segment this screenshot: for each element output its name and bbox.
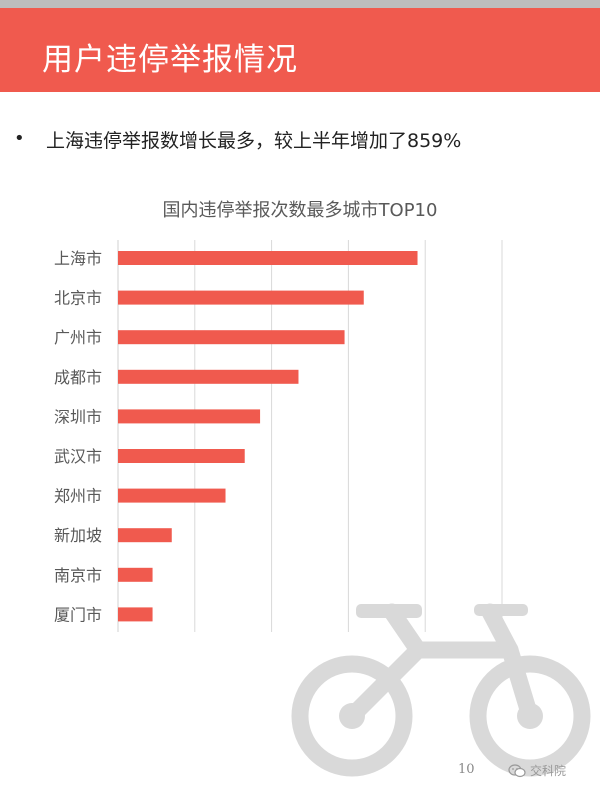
- wechat-icon: [508, 763, 526, 777]
- bullet-marker: •: [14, 128, 25, 149]
- bar-0: [118, 251, 418, 265]
- header-bar: 用户违停举报情况: [0, 8, 600, 92]
- category-label: 广州市: [54, 328, 102, 347]
- footer-brand-text: 交科院: [530, 764, 567, 778]
- bar-7: [118, 528, 172, 543]
- chart-gridlines: [117, 240, 503, 632]
- category-label: 成都市: [54, 368, 102, 387]
- category-label: 上海市: [54, 249, 102, 268]
- footer-brand: 交科院: [508, 762, 566, 779]
- top-strip: [0, 0, 600, 8]
- category-label: 新加坡: [54, 526, 102, 545]
- page-number: 10: [458, 762, 475, 777]
- bar-9: [118, 607, 153, 622]
- bar-3: [118, 369, 299, 384]
- bullet-text: 上海违停举报数增长最多，较上半年增加了859%: [46, 130, 462, 152]
- chart-title: 国内违停举报次数最多城市TOP10: [162, 200, 438, 221]
- page-title: 用户违停举报情况: [42, 42, 298, 78]
- category-label: 郑州市: [54, 487, 102, 506]
- bar-4: [118, 409, 261, 424]
- chart-bars: [118, 251, 418, 622]
- bar-8: [118, 567, 153, 582]
- category-label: 厦门市: [54, 605, 102, 624]
- category-label: 深圳市: [54, 407, 102, 426]
- bar-1: [118, 290, 364, 305]
- category-label: 武汉市: [54, 447, 102, 466]
- category-label: 北京市: [54, 289, 102, 308]
- bar-5: [118, 449, 245, 463]
- bar-6: [118, 488, 226, 503]
- bar-2: [118, 330, 345, 345]
- category-label: 南京市: [54, 566, 102, 585]
